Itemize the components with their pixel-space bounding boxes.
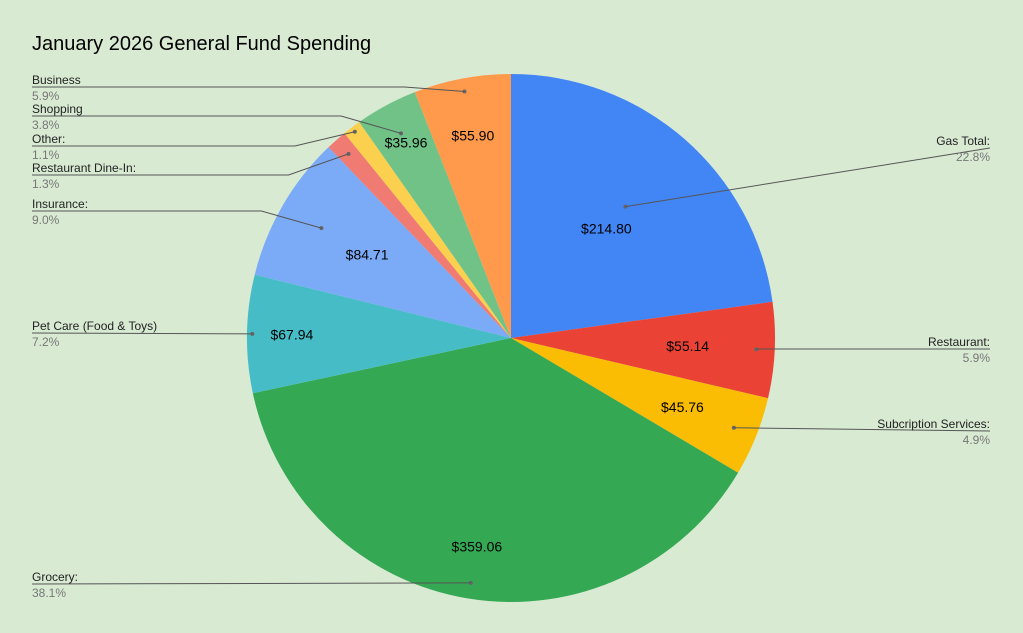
category-label-shopping: Shopping [32, 102, 83, 116]
leader-line-business [32, 86, 465, 93]
data-label-grocery: $359.06 [452, 538, 503, 554]
leader-line-pet-care-food-toys [31, 332, 253, 335]
category-label-restaurant-dine-in: Restaurant Dine-In: [32, 161, 136, 175]
data-label-pet-care-food-toys: $67.94 [270, 326, 313, 342]
slice-labels: $214.80 Gas Total: 22.8% $55.14 Restaurant: 5… [32, 73, 990, 600]
category-label-grocery: Grocery: [32, 570, 78, 584]
category-label-pet-care-food-toys: Pet Care (Food & Toys) [32, 319, 157, 333]
leader-line-shopping [32, 115, 402, 134]
percent-label-other: 1.1% [32, 148, 60, 162]
category-label-subcription-services: Subcription Services: [877, 417, 990, 431]
leader-line-insurance [32, 210, 322, 229]
percent-label-pet-care-food-toys: 7.2% [32, 335, 60, 349]
percent-label-restaurant-dine-in: 1.3% [32, 177, 60, 191]
pie-slice-insurance [254, 147, 511, 338]
percent-label-shopping: 3.8% [32, 118, 60, 132]
data-label-business: $55.90 [451, 128, 494, 144]
leader-line-gas-total [625, 147, 991, 208]
data-label-shopping: $35.96 [385, 135, 428, 151]
category-label-business: Business [32, 73, 81, 87]
leader-lines [31, 86, 991, 585]
leader-line-subcription-services [733, 427, 991, 432]
category-label-insurance: Insurance: [32, 197, 88, 211]
pie-slice-restaurant-dine-in [328, 133, 511, 338]
pie-slice-business [414, 74, 511, 338]
percent-label-gas-total: 22.8% [956, 150, 990, 164]
percent-label-business: 5.9% [32, 89, 60, 103]
pie-slice-pet-care-food-toys [247, 274, 511, 394]
category-label-gas-total: Gas Total: [936, 134, 990, 148]
percent-label-grocery: 38.1% [32, 586, 66, 600]
leader-line-other [32, 131, 355, 147]
percent-label-restaurant: 5.9% [963, 351, 991, 365]
pie-slice-shopping [359, 92, 511, 338]
chart-title: January 2026 General Fund Spending [32, 33, 371, 55]
data-label-restaurant: $55.14 [666, 338, 709, 354]
pie-slice-other [344, 122, 511, 338]
percent-label-insurance: 9.0% [32, 213, 60, 227]
percent-label-subcription-services: 4.9% [963, 433, 991, 447]
data-label-subcription-services: $45.76 [661, 399, 704, 415]
pie-slice-gas-total [511, 74, 773, 338]
data-label-insurance: $84.71 [346, 247, 389, 263]
pie-slice-restaurant [511, 301, 775, 399]
pie-slice-grocery [252, 338, 739, 603]
pie-slices [247, 74, 775, 603]
leader-line-grocery [31, 582, 471, 585]
leader-line-restaurant-dine-in [32, 153, 349, 176]
pie-slice-subcription-services [511, 338, 769, 473]
category-label-other: Other: [32, 132, 65, 146]
category-label-restaurant: Restaurant: [928, 335, 990, 349]
data-label-gas-total: $214.80 [581, 221, 632, 237]
